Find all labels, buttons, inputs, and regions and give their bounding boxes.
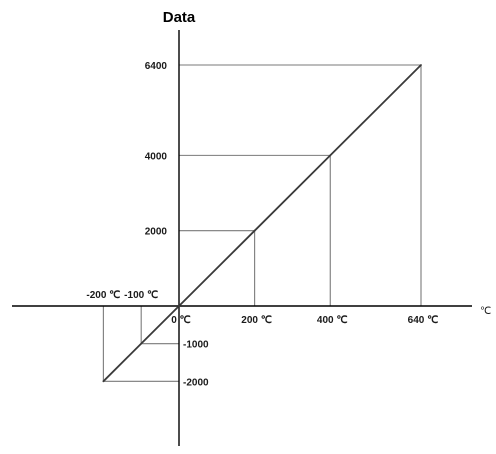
data-point-0-1: [140, 342, 143, 345]
y-tick-label-0: 6400: [145, 61, 168, 72]
x-tick-label-1: -100 ℃: [124, 290, 158, 301]
x-axis-unit: ℃: [480, 306, 491, 317]
data-point-0-2: [178, 305, 180, 307]
y-tick-label-3: -1000: [183, 340, 209, 351]
y-tick-label-2: 2000: [145, 227, 168, 238]
x-tick-label-0: -200 ℃: [86, 290, 120, 301]
y-tick-label-1: 4000: [145, 151, 168, 162]
x-tick-label-5: 640 ℃: [408, 315, 439, 326]
data-point-0-4: [329, 154, 332, 157]
series-line-0: [102, 64, 422, 382]
x-tick-label-4: 400 ℃: [317, 315, 348, 326]
y-tick-label-4: -2000: [183, 377, 209, 388]
y-axis-title: Data: [163, 9, 196, 26]
reference-guides: [102, 64, 422, 382]
data-point-0-5: [420, 64, 422, 66]
axes: [12, 30, 472, 446]
data-point-0-3: [253, 229, 256, 232]
data-point-0-0: [102, 380, 105, 383]
tick-labels: -200 ℃ -100 ℃ 0 ℃ 200 ℃ 400 ℃ 640 ℃ 6400 4000 20…: [86, 61, 438, 388]
x-tick-label-2: 0 ℃: [171, 315, 191, 326]
x-tick-label-3: 200 ℃: [241, 315, 272, 326]
data-series: [102, 64, 422, 383]
